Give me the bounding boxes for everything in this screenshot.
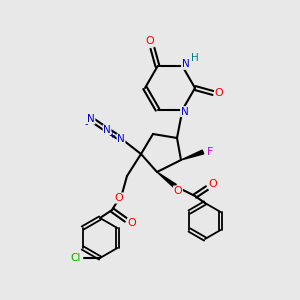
Text: O: O <box>208 179 217 189</box>
Text: -: - <box>84 119 88 129</box>
Polygon shape <box>181 150 204 160</box>
Text: O: O <box>145 36 154 46</box>
Text: N: N <box>103 125 111 135</box>
Text: N: N <box>182 59 189 69</box>
Text: H: H <box>190 53 198 63</box>
Text: Cl: Cl <box>71 253 81 263</box>
Text: N: N <box>117 134 125 144</box>
Text: N: N <box>87 114 95 124</box>
Text: O: O <box>115 193 123 203</box>
Polygon shape <box>157 172 176 188</box>
Text: O: O <box>128 218 136 228</box>
Text: O: O <box>214 88 224 98</box>
Text: N: N <box>181 107 188 117</box>
Text: +: + <box>109 130 116 140</box>
Text: F: F <box>207 147 213 157</box>
Text: O: O <box>174 186 182 196</box>
